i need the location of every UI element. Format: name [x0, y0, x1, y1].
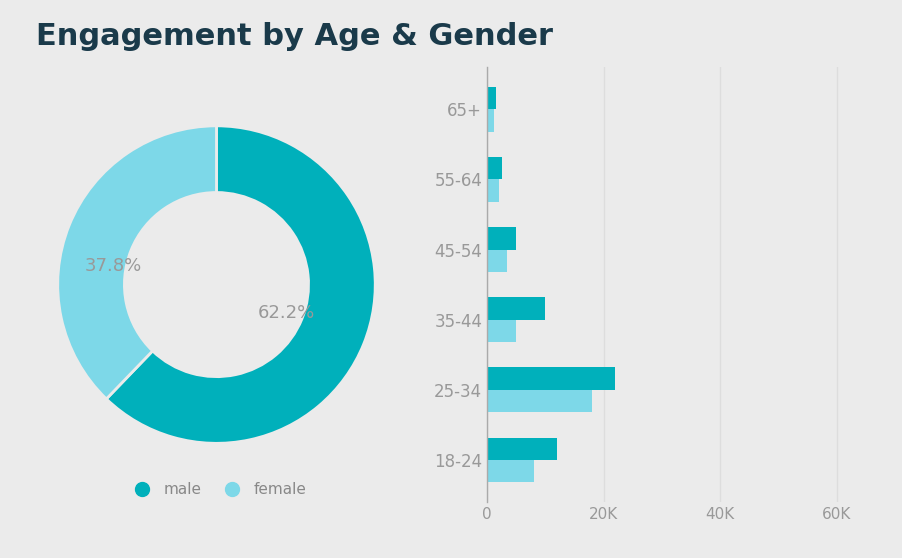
Text: Engagement by Age & Gender: Engagement by Age & Gender	[36, 22, 553, 51]
Bar	[487, 390, 592, 412]
Bar	[487, 297, 546, 320]
Bar	[487, 227, 516, 249]
Bar	[487, 320, 516, 342]
Text: 37.8%: 37.8%	[85, 257, 142, 275]
Legend: male, female: male, female	[121, 476, 312, 503]
Bar	[487, 437, 557, 460]
Bar	[487, 109, 494, 132]
Bar	[487, 157, 502, 179]
Wedge shape	[106, 126, 375, 444]
Text: 62.2%: 62.2%	[258, 304, 315, 322]
Bar	[487, 460, 534, 483]
Bar	[487, 249, 508, 272]
Bar	[487, 367, 615, 390]
Bar	[487, 179, 499, 202]
Bar	[487, 86, 496, 109]
Wedge shape	[58, 126, 216, 399]
